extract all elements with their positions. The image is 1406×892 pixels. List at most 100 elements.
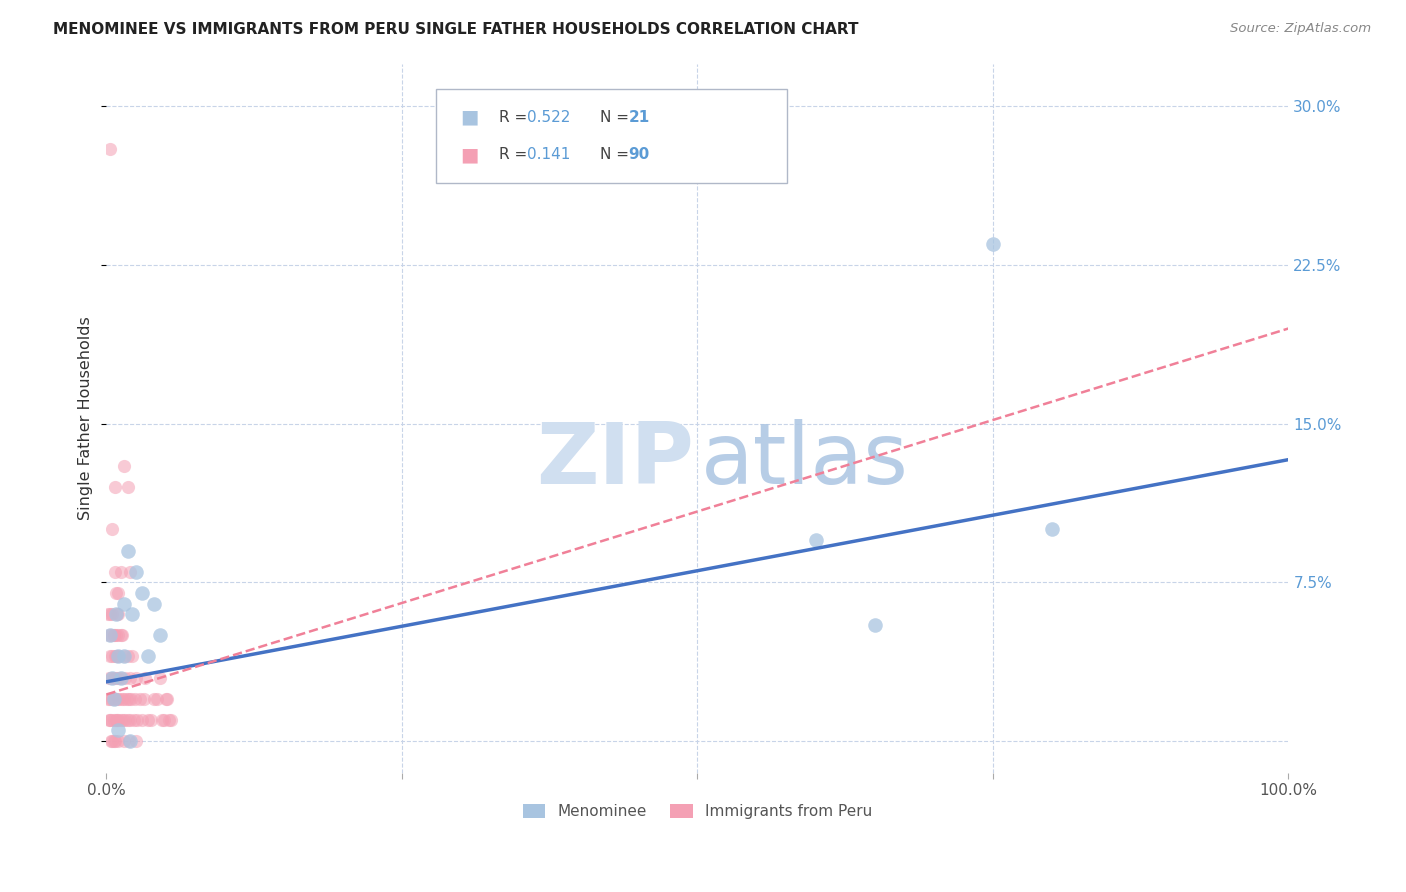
Point xyxy=(104,691,127,706)
Point xyxy=(100,671,122,685)
Point xyxy=(107,723,129,738)
Point xyxy=(98,628,121,642)
Point xyxy=(105,649,128,664)
Point xyxy=(105,713,128,727)
Point xyxy=(110,671,132,685)
Point xyxy=(117,543,139,558)
Point xyxy=(157,713,180,727)
Point xyxy=(149,671,172,685)
Point xyxy=(131,586,153,600)
Point xyxy=(104,480,127,494)
Point xyxy=(107,734,129,748)
Point xyxy=(136,713,159,727)
Point xyxy=(101,671,124,685)
Text: N =: N = xyxy=(600,110,630,125)
Text: MENOMINEE VS IMMIGRANTS FROM PERU SINGLE FATHER HOUSEHOLDS CORRELATION CHART: MENOMINEE VS IMMIGRANTS FROM PERU SINGLE… xyxy=(53,22,859,37)
Point xyxy=(112,458,135,473)
Point xyxy=(155,691,177,706)
Point xyxy=(110,671,132,685)
Point xyxy=(100,628,122,642)
Point xyxy=(142,691,165,706)
Text: 0.141: 0.141 xyxy=(527,147,571,162)
Point xyxy=(97,607,120,621)
Point xyxy=(103,734,125,748)
Point xyxy=(108,691,131,706)
Point xyxy=(101,691,124,706)
Point xyxy=(97,671,120,685)
Point xyxy=(97,713,120,727)
Point xyxy=(107,671,129,685)
Point xyxy=(103,628,125,642)
Point xyxy=(120,691,142,706)
Point xyxy=(112,734,135,748)
Point xyxy=(107,628,129,642)
Text: 21: 21 xyxy=(628,110,650,125)
Point xyxy=(97,691,120,706)
Text: N =: N = xyxy=(600,147,630,162)
Point xyxy=(98,607,121,621)
Point xyxy=(103,628,125,642)
Point xyxy=(146,691,169,706)
Point xyxy=(136,649,159,664)
Point xyxy=(112,691,135,706)
Point xyxy=(118,734,141,748)
Point xyxy=(134,671,156,685)
Point xyxy=(131,713,153,727)
Point xyxy=(125,671,148,685)
Point xyxy=(111,713,134,727)
Point xyxy=(101,607,124,621)
Point xyxy=(150,713,173,727)
Text: Source: ZipAtlas.com: Source: ZipAtlas.com xyxy=(1230,22,1371,36)
Point xyxy=(107,649,129,664)
Text: 90: 90 xyxy=(628,147,650,162)
Point xyxy=(122,713,145,727)
Legend: Menominee, Immigrants from Peru: Menominee, Immigrants from Peru xyxy=(516,798,879,825)
Point xyxy=(104,671,127,685)
Point xyxy=(101,649,124,664)
Point xyxy=(104,649,127,664)
Text: 0.522: 0.522 xyxy=(527,110,571,125)
Point xyxy=(804,533,827,547)
Point xyxy=(114,713,136,727)
Text: ■: ■ xyxy=(460,145,478,164)
Text: R =: R = xyxy=(499,110,527,125)
Point xyxy=(98,142,121,156)
Point xyxy=(125,565,148,579)
Point xyxy=(100,734,122,748)
Point xyxy=(112,649,135,664)
Point xyxy=(104,586,127,600)
Point xyxy=(110,713,132,727)
Point xyxy=(107,607,129,621)
Point xyxy=(124,691,146,706)
Point xyxy=(117,713,139,727)
Point xyxy=(98,713,121,727)
Point xyxy=(128,691,150,706)
Point xyxy=(97,628,120,642)
Point xyxy=(105,691,128,706)
Point xyxy=(120,671,142,685)
Point xyxy=(117,649,139,664)
Point xyxy=(111,691,134,706)
Point xyxy=(112,597,135,611)
Point xyxy=(120,734,142,748)
Text: ZIP: ZIP xyxy=(536,419,695,502)
Point xyxy=(104,607,127,621)
Point xyxy=(100,713,122,727)
Point xyxy=(104,713,127,727)
Point xyxy=(108,649,131,664)
Point xyxy=(156,691,179,706)
Point xyxy=(127,713,149,727)
Point xyxy=(120,713,142,727)
Point xyxy=(104,628,127,642)
Point xyxy=(104,649,127,664)
Point xyxy=(104,734,127,748)
Text: ■: ■ xyxy=(460,108,478,127)
Point xyxy=(101,523,124,537)
Point xyxy=(110,628,132,642)
Text: atlas: atlas xyxy=(702,419,910,502)
Point xyxy=(101,734,124,748)
Point xyxy=(160,713,183,727)
Point xyxy=(153,713,176,727)
Point xyxy=(98,649,121,664)
Point xyxy=(112,649,135,664)
